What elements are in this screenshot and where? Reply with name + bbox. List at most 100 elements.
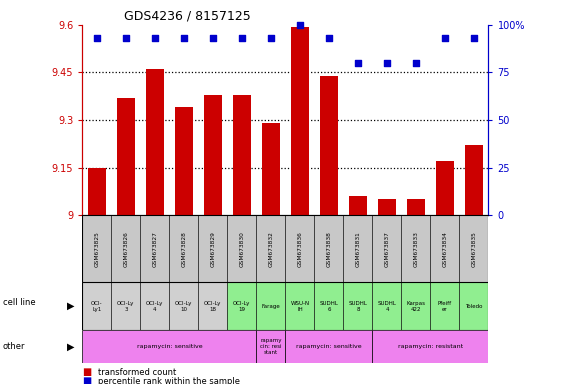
- Text: ■: ■: [82, 376, 91, 384]
- Text: GSM673830: GSM673830: [239, 231, 244, 266]
- Point: [93, 35, 102, 41]
- Text: OCI-Ly
19: OCI-Ly 19: [233, 301, 250, 312]
- Text: GDS4236 / 8157125: GDS4236 / 8157125: [124, 10, 251, 23]
- Text: rapamycin: sensitive: rapamycin: sensitive: [296, 344, 362, 349]
- Bar: [286, 330, 373, 363]
- Bar: [373, 330, 488, 363]
- Bar: [373, 215, 402, 282]
- Text: transformed count: transformed count: [98, 368, 177, 377]
- Bar: [233, 95, 250, 215]
- Bar: [88, 167, 106, 215]
- Point: [440, 35, 449, 41]
- Point: [122, 35, 131, 41]
- Bar: [262, 123, 279, 215]
- Bar: [175, 108, 193, 215]
- Text: Pfeiff
er: Pfeiff er: [438, 301, 452, 312]
- Text: Toledo: Toledo: [465, 304, 483, 309]
- Bar: [407, 199, 425, 215]
- Bar: [198, 282, 227, 330]
- Bar: [349, 196, 367, 215]
- Text: cell line: cell line: [3, 298, 35, 307]
- Text: SUDHL
8: SUDHL 8: [349, 301, 367, 312]
- Text: Farage: Farage: [261, 304, 280, 309]
- Bar: [465, 146, 483, 215]
- Text: percentile rank within the sample: percentile rank within the sample: [98, 377, 240, 384]
- Text: GSM673831: GSM673831: [356, 231, 361, 266]
- Text: OCI-Ly
3: OCI-Ly 3: [117, 301, 135, 312]
- Point: [469, 35, 478, 41]
- Text: rapamy
cin: resi
stant: rapamy cin: resi stant: [260, 338, 282, 355]
- Bar: [82, 330, 256, 363]
- Text: OCI-Ly
18: OCI-Ly 18: [204, 301, 222, 312]
- Bar: [460, 282, 488, 330]
- Bar: [315, 282, 344, 330]
- Bar: [344, 282, 373, 330]
- Text: WSU-N
IH: WSU-N IH: [290, 301, 310, 312]
- Text: GSM673826: GSM673826: [123, 231, 128, 266]
- Bar: [291, 26, 308, 215]
- Bar: [378, 199, 396, 215]
- Text: ▶: ▶: [67, 301, 75, 311]
- Text: rapamycin: sensitive: rapamycin: sensitive: [136, 344, 202, 349]
- Text: GSM673837: GSM673837: [385, 231, 390, 266]
- Bar: [111, 282, 140, 330]
- Point: [208, 35, 218, 41]
- Text: GSM673836: GSM673836: [298, 231, 302, 266]
- Bar: [256, 282, 286, 330]
- Text: ▶: ▶: [67, 341, 75, 352]
- Point: [151, 35, 160, 41]
- Text: GSM673825: GSM673825: [94, 231, 99, 266]
- Text: rapamycin: resistant: rapamycin: resistant: [398, 344, 463, 349]
- Bar: [436, 161, 454, 215]
- Point: [411, 60, 420, 66]
- Point: [382, 60, 391, 66]
- Text: Karpas
422: Karpas 422: [407, 301, 425, 312]
- Bar: [227, 215, 256, 282]
- Bar: [204, 95, 222, 215]
- Text: SUDHL
4: SUDHL 4: [378, 301, 396, 312]
- Point: [266, 35, 275, 41]
- Bar: [169, 282, 198, 330]
- Bar: [169, 215, 198, 282]
- Bar: [111, 215, 140, 282]
- Bar: [320, 76, 337, 215]
- Bar: [227, 282, 256, 330]
- Bar: [431, 282, 460, 330]
- Text: GSM673834: GSM673834: [442, 231, 448, 266]
- Point: [353, 60, 362, 66]
- Bar: [286, 215, 315, 282]
- Text: ■: ■: [82, 367, 91, 377]
- Bar: [402, 282, 431, 330]
- Point: [295, 22, 304, 28]
- Text: GSM673827: GSM673827: [152, 231, 157, 266]
- Point: [179, 35, 189, 41]
- Bar: [373, 282, 402, 330]
- Bar: [256, 330, 286, 363]
- Text: GSM673832: GSM673832: [269, 231, 273, 266]
- Bar: [460, 215, 488, 282]
- Bar: [402, 215, 431, 282]
- Point: [237, 35, 247, 41]
- Bar: [286, 282, 315, 330]
- Text: OCI-Ly
4: OCI-Ly 4: [146, 301, 164, 312]
- Text: other: other: [3, 342, 26, 351]
- Bar: [146, 70, 164, 215]
- Text: GSM673828: GSM673828: [181, 231, 186, 266]
- Text: GSM673835: GSM673835: [471, 231, 477, 266]
- Text: GSM673829: GSM673829: [210, 231, 215, 266]
- Text: GSM673833: GSM673833: [414, 231, 419, 266]
- Bar: [82, 215, 111, 282]
- Bar: [256, 215, 286, 282]
- Bar: [140, 282, 169, 330]
- Text: SUDHL
6: SUDHL 6: [319, 301, 339, 312]
- Bar: [117, 98, 135, 215]
- Point: [324, 35, 333, 41]
- Bar: [315, 215, 344, 282]
- Text: OCI-Ly
10: OCI-Ly 10: [175, 301, 193, 312]
- Bar: [198, 215, 227, 282]
- Bar: [82, 282, 111, 330]
- Bar: [140, 215, 169, 282]
- Text: OCI-
Ly1: OCI- Ly1: [91, 301, 103, 312]
- Bar: [431, 215, 460, 282]
- Text: GSM673838: GSM673838: [327, 231, 332, 266]
